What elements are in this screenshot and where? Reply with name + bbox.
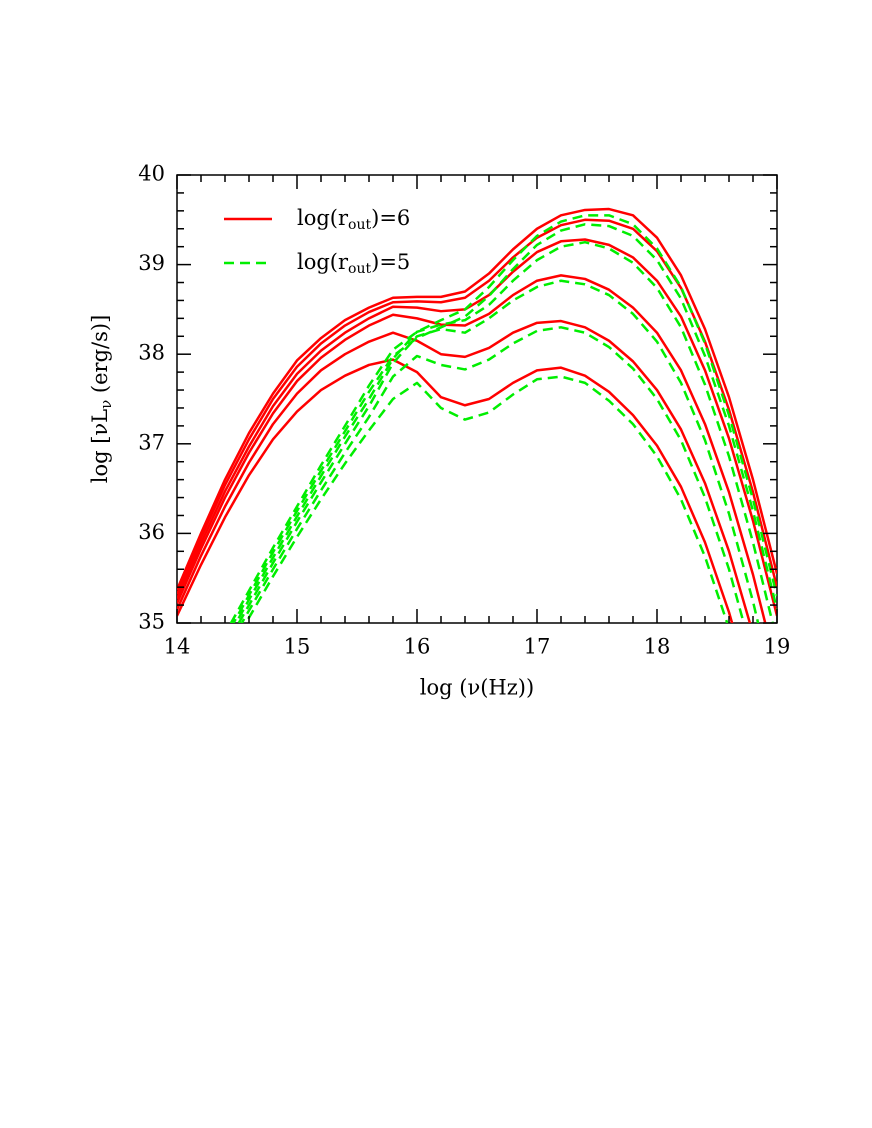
y-axis-label-part: (erg/s)] xyxy=(88,315,112,400)
curve xyxy=(177,274,767,623)
legend-label: log(rout)=6 xyxy=(297,206,410,234)
curve xyxy=(240,326,745,623)
y-axis-label-part: log [νL xyxy=(88,409,112,483)
legend-label-sub: out xyxy=(348,261,371,277)
curve xyxy=(229,214,777,623)
y-tick-label: 35 xyxy=(138,610,165,634)
x-tick-label: 18 xyxy=(644,635,671,659)
y-tick-label: 40 xyxy=(138,162,165,186)
curve xyxy=(237,279,760,623)
x-tick-label: 14 xyxy=(164,635,191,659)
x-tick-label: 15 xyxy=(284,635,311,659)
legend-label-part: )=5 xyxy=(371,250,410,274)
curve xyxy=(244,375,729,623)
x-tick-label: 17 xyxy=(524,635,551,659)
curve xyxy=(234,240,774,623)
y-axis-label: log [νLν (erg/s)] xyxy=(88,315,116,484)
lines xyxy=(177,207,777,623)
legend-label-part: log(r xyxy=(297,206,349,230)
legend-label-sub: out xyxy=(348,217,371,233)
x-tick-label: 16 xyxy=(404,635,431,659)
plot-frame xyxy=(176,174,778,624)
curve xyxy=(232,223,777,623)
curve xyxy=(177,238,777,617)
legend-label-part: )=6 xyxy=(371,206,410,230)
curve xyxy=(177,319,752,623)
x-tick-label: 19 xyxy=(764,635,791,659)
curve xyxy=(177,218,777,595)
y-tick-label: 38 xyxy=(138,341,165,365)
curve xyxy=(177,358,734,623)
y-tick-label: 37 xyxy=(138,430,165,454)
legend-label-part: log(r xyxy=(297,250,349,274)
legend-label: log(rout)=5 xyxy=(297,250,410,278)
y-tick-label: 36 xyxy=(138,520,165,544)
y-axis-label-sub: ν xyxy=(97,400,115,409)
curve xyxy=(177,207,777,591)
y-tick-label: 39 xyxy=(138,251,165,275)
x-axis-label: log (ν(Hz)) xyxy=(420,676,534,700)
